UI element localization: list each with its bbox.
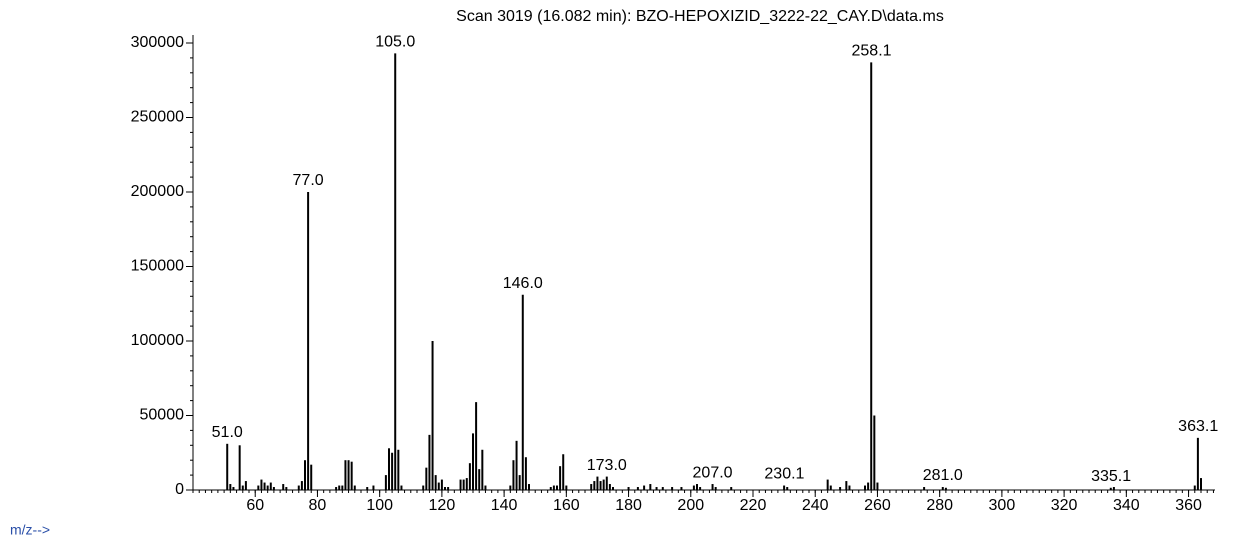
- x-tick-label: 320: [1051, 497, 1078, 514]
- peak-label: 207.0: [693, 464, 733, 481]
- peak-label: 105.0: [375, 34, 415, 51]
- x-tick-label: 280: [926, 497, 953, 514]
- y-tick-label: 50000: [140, 407, 185, 424]
- peak-label: 363.1: [1178, 418, 1218, 435]
- peak-label: 335.1: [1091, 468, 1131, 485]
- y-tick-label: 300000: [131, 34, 184, 51]
- peak-label: 51.0: [212, 424, 243, 441]
- x-tick-label: 240: [802, 497, 829, 514]
- x-tick-label: 80: [309, 497, 327, 514]
- peak-label: 258.1: [852, 43, 892, 60]
- x-tick-label: 360: [1175, 497, 1202, 514]
- peak-label: 77.0: [293, 172, 324, 189]
- peak-label: 281.0: [923, 467, 963, 484]
- y-tick-label: 100000: [131, 332, 184, 349]
- x-tick-label: 200: [677, 497, 704, 514]
- y-tick-label: 250000: [131, 109, 184, 126]
- x-tick-label: 300: [989, 497, 1016, 514]
- x-axis-label: m/z-->: [10, 522, 50, 538]
- x-tick-label: 60: [246, 497, 264, 514]
- peak-label: 146.0: [503, 275, 543, 292]
- peak-label: 230.1: [764, 466, 804, 483]
- x-tick-label: 180: [615, 497, 642, 514]
- x-tick-label: 220: [740, 497, 767, 514]
- x-tick-label: 140: [491, 497, 518, 514]
- chart-title: Scan 3019 (16.082 min): BZO-HEPOXIZID_32…: [456, 8, 944, 25]
- x-tick-label: 260: [864, 497, 891, 514]
- x-tick-label: 120: [429, 497, 456, 514]
- y-tick-label: 200000: [131, 183, 184, 200]
- x-tick-label: 100: [366, 497, 393, 514]
- y-tick-label: 0: [175, 481, 184, 498]
- x-tick-label: 340: [1113, 497, 1140, 514]
- peak-label: 173.0: [587, 457, 627, 474]
- x-tick-label: 160: [553, 497, 580, 514]
- y-tick-label: 150000: [131, 258, 184, 275]
